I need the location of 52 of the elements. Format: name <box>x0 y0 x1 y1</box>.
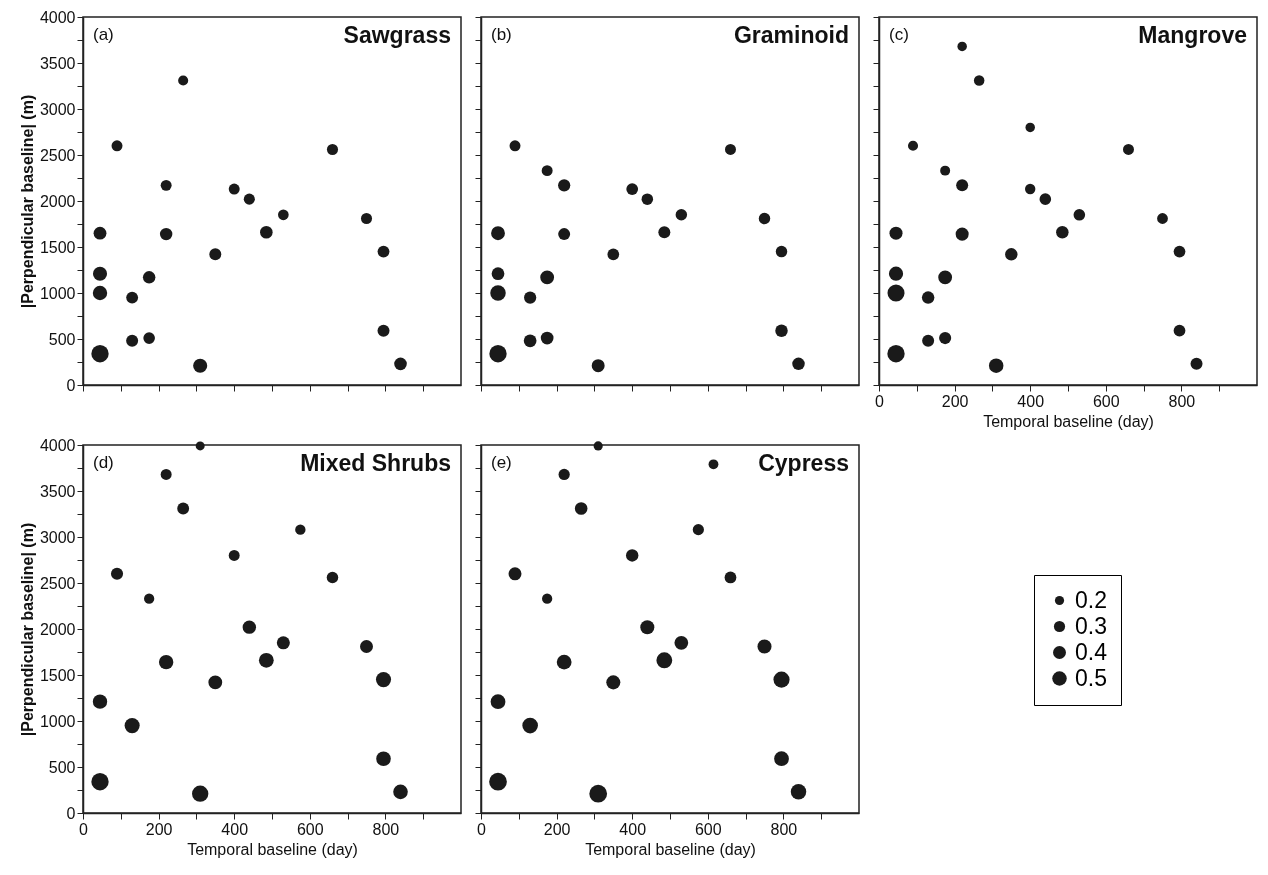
chart-title: Graminoid <box>733 22 849 48</box>
y-tick-label: 3000 <box>39 528 76 546</box>
x-tick-label: 200 <box>941 392 969 410</box>
annotation: (d) <box>93 453 114 472</box>
y-tick-label: 4000 <box>39 8 76 26</box>
y-tick-label: 2500 <box>39 146 76 164</box>
legend-label: 0.4 <box>1075 638 1108 665</box>
x-tick-label: 800 <box>770 820 798 838</box>
y-tick-label: 3500 <box>39 54 76 72</box>
y-tick-label: 0 <box>66 804 76 822</box>
x-tick-label: 0 <box>477 820 487 838</box>
x-tick-label: 200 <box>543 820 571 838</box>
legend-label: 0.3 <box>1075 612 1107 639</box>
y-tick-label: 2000 <box>39 192 76 210</box>
y-tick-label: 0 <box>66 376 76 394</box>
annotation: (c) <box>889 25 909 44</box>
x-tick-label: 400 <box>1017 392 1045 410</box>
y-axis-title: |Perpendicular baseline| (m) <box>18 522 36 737</box>
chart-title: Mangrove <box>1138 22 1247 48</box>
x-tick-label: 800 <box>1168 392 1196 410</box>
annotation: (e) <box>491 453 512 472</box>
x-tick-label: 0 <box>79 820 89 838</box>
y-tick-label: 500 <box>48 330 76 348</box>
y-tick-label: 1500 <box>39 238 76 256</box>
x-tick-label: 200 <box>145 820 173 838</box>
chart-title: Sawgrass <box>343 22 451 48</box>
x-tick-label: 600 <box>1092 392 1120 410</box>
chart-title: Cypress <box>758 450 849 476</box>
x-tick-label: 600 <box>296 820 324 838</box>
y-tick-label: 3000 <box>39 100 76 118</box>
x-tick-label: 800 <box>372 820 400 838</box>
y-tick-label: 4000 <box>39 436 76 454</box>
x-axis-title: Temporal baseline (day) <box>187 840 358 858</box>
legend-label: 0.2 <box>1075 586 1107 613</box>
x-tick-label: 400 <box>221 820 249 838</box>
y-tick-label: 500 <box>48 758 76 776</box>
y-tick-label: 1500 <box>39 666 76 684</box>
x-tick-label: 600 <box>694 820 722 838</box>
y-tick-label: 1000 <box>39 284 76 302</box>
annotation: (b) <box>491 25 512 44</box>
y-tick-label: 1000 <box>39 712 76 730</box>
y-axis-title: |Perpendicular baseline| (m) <box>18 94 36 309</box>
y-tick-label: 2500 <box>39 574 76 592</box>
legend-label: 0.5 <box>1075 664 1107 691</box>
y-tick-label: 2000 <box>39 620 76 638</box>
x-axis-title: Temporal baseline (day) <box>585 840 756 858</box>
x-axis-title: Temporal baseline (day) <box>983 412 1154 430</box>
annotation: (a) <box>93 25 114 44</box>
x-tick-label: 0 <box>875 392 885 410</box>
y-tick-label: 3500 <box>39 482 76 500</box>
x-tick-label: 400 <box>619 820 647 838</box>
chart-title: Mixed Shrubs <box>300 450 451 476</box>
